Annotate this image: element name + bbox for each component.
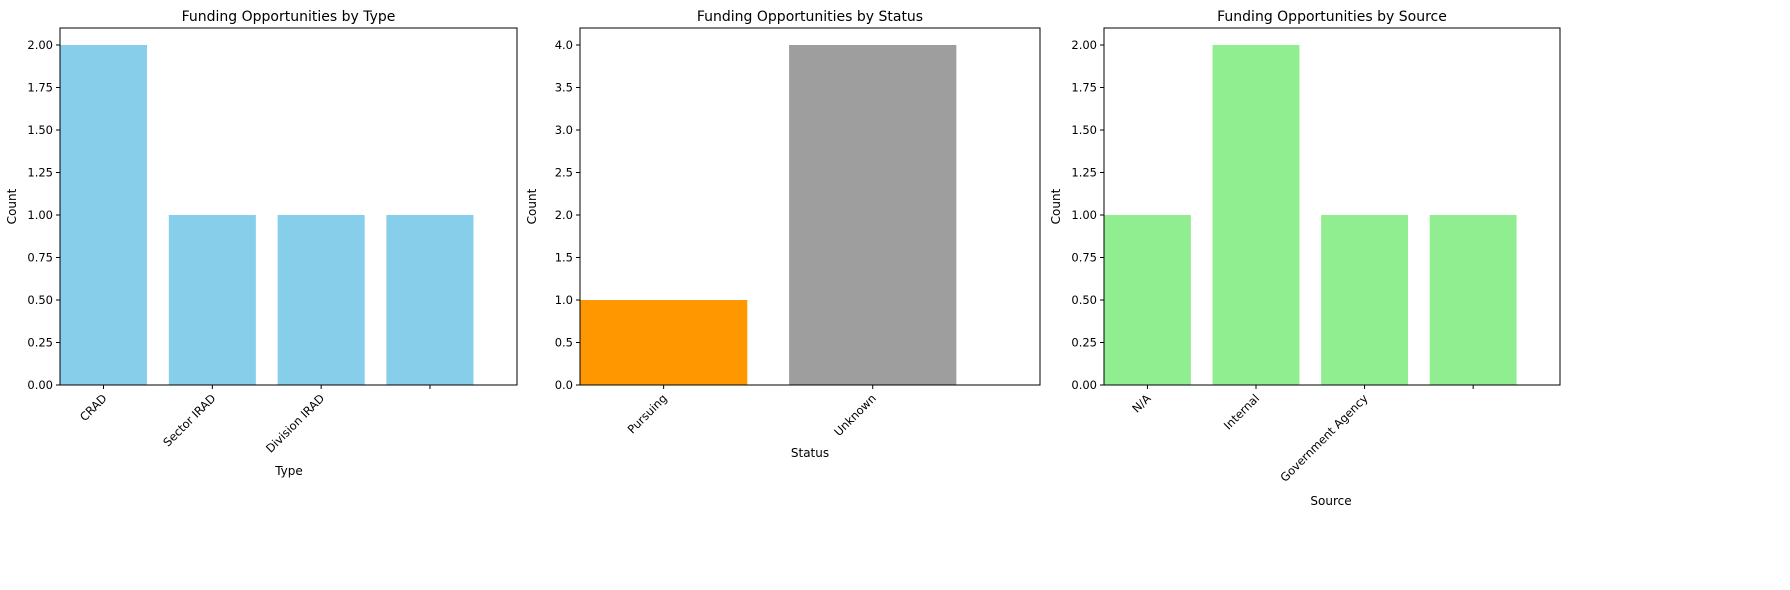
bar-3 (1321, 215, 1408, 385)
y-tick-label: 4.0 (555, 38, 573, 52)
bar-2 (1212, 45, 1300, 385)
axes-frame (1103, 27, 1561, 386)
y-tick-label: 0.0 (555, 378, 573, 392)
chart-title: Funding Opportunities by Source (1217, 9, 1447, 25)
y-tick-label: 2.00 (1071, 38, 1097, 52)
x-tick-label: Unknown (831, 391, 879, 439)
y-tick-label: 1.25 (27, 166, 53, 180)
y-tick-label: 1.50 (27, 123, 53, 137)
bar-1 (1104, 215, 1191, 385)
y-tick-label: 2.5 (555, 166, 573, 180)
chart-title: Funding Opportunities by Type (182, 9, 396, 25)
bar-4 (386, 215, 474, 385)
y-axis-label: Count (525, 188, 539, 224)
bar-4 (1429, 215, 1517, 385)
bar-1 (60, 45, 148, 385)
bar-3 (277, 215, 365, 385)
x-tick-label: Sector IRAD (160, 391, 218, 449)
y-tick-label: 0.5 (555, 336, 573, 350)
chart-3: 0.00 0.25 0.50 0.75 1.00 1.25 1.50 1.75 2.00 N/A I… (1049, 9, 1561, 508)
x-tick-label: Government Agency (1277, 391, 1370, 484)
bar-2 (168, 215, 256, 385)
x-axis-label: Source (1310, 494, 1351, 508)
y-tick-label: 0.25 (1071, 336, 1097, 350)
y-tick-label: 1.00 (1071, 208, 1097, 222)
chart-1: 0.00 0.25 0.50 0.75 1.00 1.25 1.50 1.75 2.00 CRAD… (5, 9, 518, 478)
y-axis-label: Count (1049, 188, 1063, 224)
y-tick-label: 0.50 (27, 293, 53, 307)
axes-frame (59, 27, 518, 386)
y-tick-label: 0.50 (1071, 293, 1097, 307)
chart-2: 0.0 0.5 1.0 1.5 2.0 2.5 3.0 3.5 4.0 Pursuing Unkno… (525, 9, 1041, 460)
y-tick-label: 0.75 (27, 251, 53, 265)
y-tick-label: 0.00 (27, 378, 53, 392)
y-tick-label: 2.0 (555, 208, 573, 222)
x-tick-label: Pursuing (625, 391, 670, 436)
y-tick-label: 1.5 (555, 251, 573, 265)
axes-frame (579, 27, 1041, 386)
y-tick-label: 1.75 (27, 81, 53, 95)
x-tick-label: Internal (1221, 391, 1262, 432)
y-tick-label: 3.5 (555, 81, 573, 95)
y-tick-label: 1.25 (1071, 166, 1097, 180)
x-axis-label: Type (274, 464, 303, 478)
x-axis-label: Status (791, 446, 829, 460)
x-tick-label: CRAD (77, 391, 110, 424)
y-tick-label: 0.75 (1071, 251, 1097, 265)
y-tick-label: 0.00 (1071, 378, 1097, 392)
chart-title: Funding Opportunities by Status (697, 9, 923, 25)
y-tick-label: 1.75 (1071, 81, 1097, 95)
x-tick-label: N/A (1129, 391, 1153, 415)
y-tick-label: 1.0 (555, 293, 573, 307)
y-axis-label: Count (5, 188, 19, 224)
bar-2 (789, 45, 957, 385)
y-tick-label: 2.00 (27, 38, 53, 52)
y-tick-label: 0.25 (27, 336, 53, 350)
bar-1 (580, 300, 748, 385)
y-tick-label: 1.50 (1071, 123, 1097, 137)
y-tick-label: 3.0 (555, 123, 573, 137)
y-tick-label: 1.00 (27, 208, 53, 222)
x-tick-label: Division IRAD (263, 391, 327, 455)
